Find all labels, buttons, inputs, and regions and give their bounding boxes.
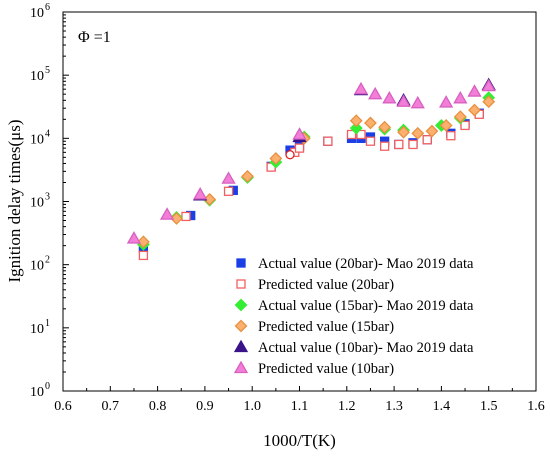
x-axis: 0.6 0.7 0.8 0.9 1.0 1.1 1.2 1.3 1.4 1.5 1.6 [54,386,545,414]
y-tick-exponent: 3 [45,192,50,203]
data-point [365,136,376,146]
y-tick-exponent: 4 [45,128,50,139]
data-point [382,91,397,104]
y-tick-exponent: 6 [45,2,50,13]
data-point [138,250,149,261]
legend-label: Predicted value (15bar) [258,319,394,335]
legend-label: Actual value (20bar)- Mao 2019 data [258,256,474,272]
y-tick-label: 10 [30,6,44,21]
data-point [446,131,456,141]
data-point [378,120,392,134]
data-point [241,169,254,183]
data-point [323,136,333,146]
x-tick-label: 1.5 [480,399,498,414]
data-point [425,124,439,138]
data-point [439,119,453,132]
y-tick-label: 10 [30,196,44,211]
x-tick-label: 1.4 [433,399,451,414]
data-point [453,91,468,104]
y-axis-title: Ignition delay times(μs) [5,119,24,282]
data-point [136,235,150,249]
legend-label: Predicted value (10bar) [258,361,394,377]
data-point [397,125,410,139]
data-point [170,211,183,225]
data-point [379,141,390,151]
data-point [181,211,191,222]
legend-marker [236,258,246,268]
x-tick-label: 0.9 [196,399,214,414]
y-tick-label: 10 [30,322,44,337]
legend: Actual value (20bar)- Mao 2019 data Predi… [233,256,474,377]
x-tick-label: 1.6 [527,399,545,414]
data-point [223,186,234,196]
data-point [356,129,366,140]
legend-marker [234,298,248,312]
phi-annotation: Φ =1 [78,29,111,46]
data-point [453,110,467,124]
legend-marker [233,339,249,353]
data-point [349,114,363,128]
x-tick-label: 1.0 [243,399,261,414]
data-point [159,207,175,220]
data-point [460,120,470,131]
legend-marker [233,360,249,374]
x-tick-label: 1.3 [385,399,403,414]
x-tick-label: 0.6 [54,399,72,414]
legend-label: Predicted value (20bar) [258,277,394,293]
data-point [292,127,307,140]
y-tick-exponent: 0 [45,381,50,392]
data-point [468,103,481,117]
legend-label: Actual value (10bar)- Mao 2019 data [258,340,474,356]
data-point [439,95,454,108]
data-point [481,78,496,92]
x-tick-label: 0.8 [149,399,167,414]
data-markers [126,77,496,261]
data-point [467,84,482,97]
data-point [482,95,496,109]
data-point [346,129,357,140]
series-2 [136,91,496,251]
y-tick-label: 10 [30,259,44,274]
data-point [193,186,208,200]
data-point [394,139,404,150]
series-3 [136,95,496,249]
legend-marker [236,279,246,289]
data-point [368,86,383,100]
series-5 [126,78,496,244]
y-tick-exponent: 1 [45,318,50,329]
data-point [269,152,283,165]
data-point [285,150,295,160]
data-point [221,171,236,184]
data-point [353,81,369,95]
legend-marker [234,319,248,333]
x-tick-label: 0.7 [102,399,120,414]
data-point [410,95,425,109]
y-tick-exponent: 2 [45,255,50,266]
data-point [294,143,305,153]
series-1 [138,109,484,261]
data-point [396,94,411,107]
data-point [408,139,418,150]
data-point [411,126,425,140]
y-tick-label: 10 [30,132,44,147]
data-point [422,135,432,145]
y-tick-exponent: 5 [45,65,50,76]
y-tick-label: 10 [30,69,44,84]
series-6 [285,150,295,160]
x-tick-label: 1.1 [291,399,309,414]
legend-label: Actual value (15bar)- Mao 2019 data [258,298,474,314]
x-axis-title: 1000/T(K) [263,431,336,450]
data-point [126,231,142,244]
data-point [364,116,377,130]
data-point [349,121,363,135]
x-tick-label: 1.2 [338,399,356,414]
y-tick-label: 10 [30,385,44,400]
